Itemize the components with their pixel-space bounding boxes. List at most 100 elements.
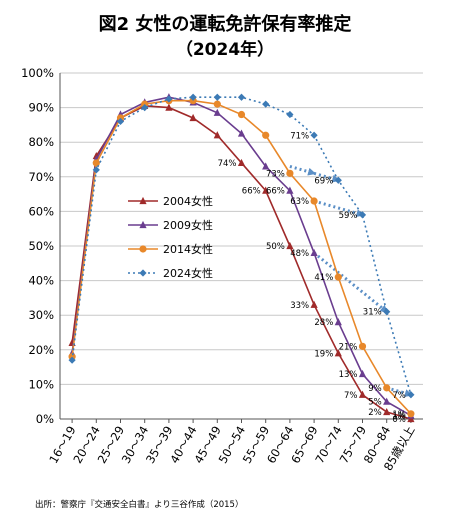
data-point [407, 410, 415, 418]
data-label: 9% [368, 384, 382, 394]
source-note: 出所：警察庁『交通安全白書』より三谷作成（2015） [35, 499, 243, 510]
data-label: 21% [339, 342, 358, 352]
data-label: 59% [339, 211, 358, 221]
data-labels: 74% 66% 50% 33% 19% 7% 2% 0% 66% 48% 28% 13% 5% 1% 73%… [218, 131, 406, 425]
legend-label: 2004女性 [163, 194, 213, 208]
data-label: 1% [392, 410, 406, 420]
data-label: 69% [314, 176, 333, 186]
annotations [289, 164, 413, 397]
series-group [68, 93, 415, 423]
series-line [71, 105, 412, 420]
chart-title: 図2 女性の運転免許保有率推定 [99, 13, 352, 35]
data-point [262, 162, 270, 170]
data-label: 7% [392, 391, 406, 401]
data-label: 74% [218, 159, 237, 169]
series-2014女性 [68, 97, 415, 418]
data-point [358, 342, 367, 350]
data-point [141, 104, 149, 112]
data-point [139, 196, 147, 205]
data-label: 7% [344, 391, 358, 401]
legend-label: 2009女性 [163, 218, 213, 232]
legend-label: 2014女性 [163, 242, 213, 256]
series-line [71, 96, 412, 417]
data-point [237, 158, 246, 167]
data-point [358, 369, 367, 378]
data-label: 0% [392, 415, 406, 425]
data-point [213, 93, 221, 101]
data-label: 28% [314, 318, 333, 328]
data-point [237, 129, 246, 137]
series-2024女性 [68, 93, 415, 399]
data-point [92, 159, 100, 167]
legend-label: 2024女性 [163, 266, 213, 280]
legend-item: 2009女性 [128, 218, 213, 232]
y-tick-label: 80% [28, 135, 54, 149]
annotation-arrow [313, 171, 341, 183]
y-tick-label: 40% [28, 274, 54, 288]
data-point [237, 93, 246, 101]
data-point [139, 245, 147, 253]
data-point [286, 169, 294, 177]
annotation-arrow [313, 199, 365, 218]
data-label: 19% [314, 349, 333, 359]
data-label: 1% [392, 412, 406, 422]
data-point [383, 397, 391, 405]
data-point [286, 241, 294, 250]
data-label: 33% [290, 301, 309, 311]
y-tick-label: 100% [21, 66, 54, 80]
data-point [334, 318, 342, 326]
data-label: 71% [290, 131, 309, 141]
legend-item: 2014女性 [128, 242, 213, 256]
data-point [139, 269, 147, 277]
y-tick-label: 30% [28, 308, 54, 322]
series-line [71, 99, 412, 415]
data-point [310, 248, 318, 257]
data-point [334, 176, 342, 184]
y-tick-label: 90% [28, 101, 54, 115]
x-axis: 16～1920～2425～2930～3435～3940～4445～4950～54… [46, 419, 417, 473]
data-point [165, 103, 173, 111]
data-label: 5% [368, 398, 382, 408]
annotation-arrow [386, 386, 413, 397]
data-point [262, 186, 270, 194]
data-point [262, 131, 270, 139]
data-label: 73% [266, 169, 285, 179]
data-label: 66% [242, 187, 261, 197]
y-tick-label: 10% [28, 377, 54, 391]
data-point [92, 166, 100, 174]
y-tick-label: 20% [28, 343, 54, 357]
data-point [116, 117, 125, 126]
data-point [262, 100, 270, 108]
data-point [286, 110, 294, 119]
data-point [407, 391, 415, 399]
data-point [189, 93, 197, 101]
series-line [71, 96, 412, 396]
data-point [310, 131, 318, 139]
legend-item: 2004女性 [128, 194, 213, 208]
data-label: 66% [266, 187, 285, 197]
y-tick-label: 60% [28, 204, 54, 218]
data-point [383, 308, 391, 316]
data-point [358, 390, 367, 398]
legend: 2004女性 2009女性 2014女性 2024女性 [128, 194, 213, 280]
annotation-arrow [313, 251, 389, 313]
data-point [334, 349, 342, 357]
data-point [139, 220, 147, 229]
data-point [213, 131, 221, 139]
data-label: 13% [339, 370, 358, 380]
data-point [310, 300, 318, 308]
data-point [68, 356, 76, 364]
data-point [237, 110, 246, 119]
y-tick-label: 70% [28, 170, 54, 184]
chart-subtitle: （2024年） [176, 39, 274, 60]
data-point [358, 211, 367, 219]
data-point [310, 197, 318, 205]
y-tick-label: 0% [36, 412, 54, 426]
annotation-arrow [289, 164, 317, 176]
data-label: 63% [290, 197, 309, 207]
data-point [213, 108, 221, 116]
grid [60, 72, 423, 420]
data-label: 2% [368, 408, 382, 418]
data-point [334, 273, 342, 281]
